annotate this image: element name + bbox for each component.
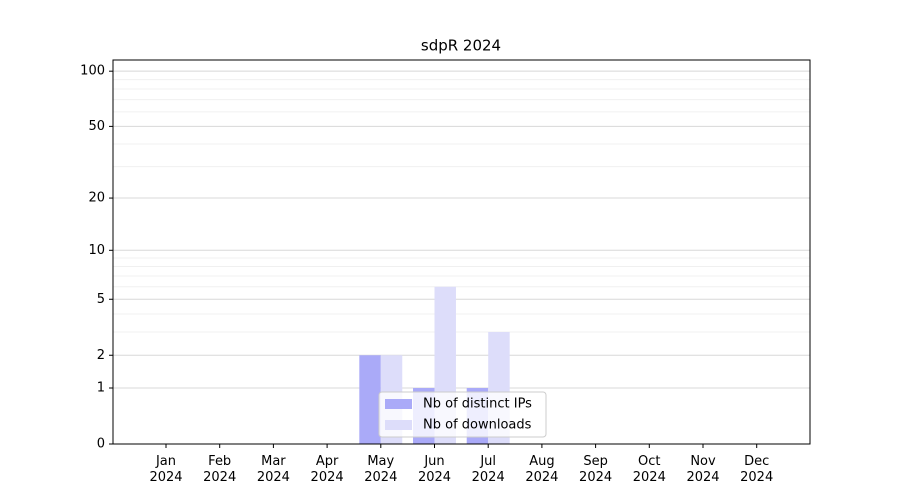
- x-tick-label: Apr 2024: [311, 454, 344, 485]
- y-tick-label: 2: [97, 348, 105, 363]
- y-tick-label: 1: [97, 381, 105, 396]
- x-tick-label-line: Aug: [529, 454, 554, 469]
- x-tick-label-line: Apr: [316, 454, 339, 469]
- y-tick-label: 20: [88, 191, 105, 206]
- x-tick-label: Dec 2024: [740, 454, 773, 485]
- x-tick-label-line: 2024: [311, 470, 344, 485]
- legend: Nb of distinct IPs Nb of downloads: [378, 391, 547, 438]
- y-tick-label: 5: [97, 292, 105, 307]
- x-tick-label: Mar 2024: [257, 454, 290, 485]
- axes-frame: [112, 59, 811, 445]
- x-tick-label-line: 2024: [364, 470, 397, 485]
- x-tick-label-line: Feb: [208, 454, 231, 469]
- x-tick-label-line: 2024: [633, 470, 666, 485]
- x-tick-label-line: 2024: [418, 470, 451, 485]
- x-tick-label-line: Oct: [638, 454, 660, 469]
- x-tick-label-line: Mar: [261, 454, 286, 469]
- legend-label: Nb of distinct IPs: [423, 397, 532, 412]
- x-tick-label-line: 2024: [257, 470, 290, 485]
- x-tick-label-line: 2024: [472, 470, 505, 485]
- y-tick-label: 50: [88, 119, 105, 134]
- x-tick-label: Sep 2024: [579, 454, 612, 485]
- legend-swatch: [385, 399, 412, 409]
- x-tick-label-line: Dec: [744, 454, 769, 469]
- x-tick-label-line: 2024: [525, 470, 558, 485]
- x-tick-label: Nov 2024: [686, 454, 719, 485]
- x-tick-label-line: May: [367, 454, 394, 469]
- x-tick-label: Jun 2024: [418, 454, 451, 485]
- y-tick-label: 0: [97, 437, 105, 452]
- chart-title: sdpR 2024: [421, 37, 501, 55]
- x-tick-label-line: Jun: [423, 454, 444, 469]
- x-tick-label: Jul 2024: [472, 454, 505, 485]
- y-tick-label: 100: [80, 64, 105, 79]
- legend-label: Nb of downloads: [423, 418, 532, 433]
- x-tick-label-line: 2024: [740, 470, 773, 485]
- x-tick-label-line: Jul: [479, 454, 496, 469]
- x-tick-label-line: Sep: [583, 454, 608, 469]
- x-tick-label-line: Nov: [690, 454, 716, 469]
- x-tick-label-line: 2024: [203, 470, 236, 485]
- bar: [359, 355, 381, 444]
- x-tick-label: May 2024: [364, 454, 397, 485]
- x-tick-label: Oct 2024: [633, 454, 666, 485]
- x-tick-label-line: Jan: [155, 454, 176, 469]
- x-tick-label: Feb 2024: [203, 454, 236, 485]
- legend-swatch: [385, 420, 412, 430]
- x-tick-label: Jan 2024: [149, 454, 182, 485]
- x-tick-label-line: 2024: [686, 470, 719, 485]
- x-tick-label-line: 2024: [579, 470, 612, 485]
- x-tick-label: Aug 2024: [525, 454, 558, 485]
- x-tick-label-line: 2024: [149, 470, 182, 485]
- y-tick-label: 10: [88, 243, 105, 258]
- legend-box: [378, 391, 547, 438]
